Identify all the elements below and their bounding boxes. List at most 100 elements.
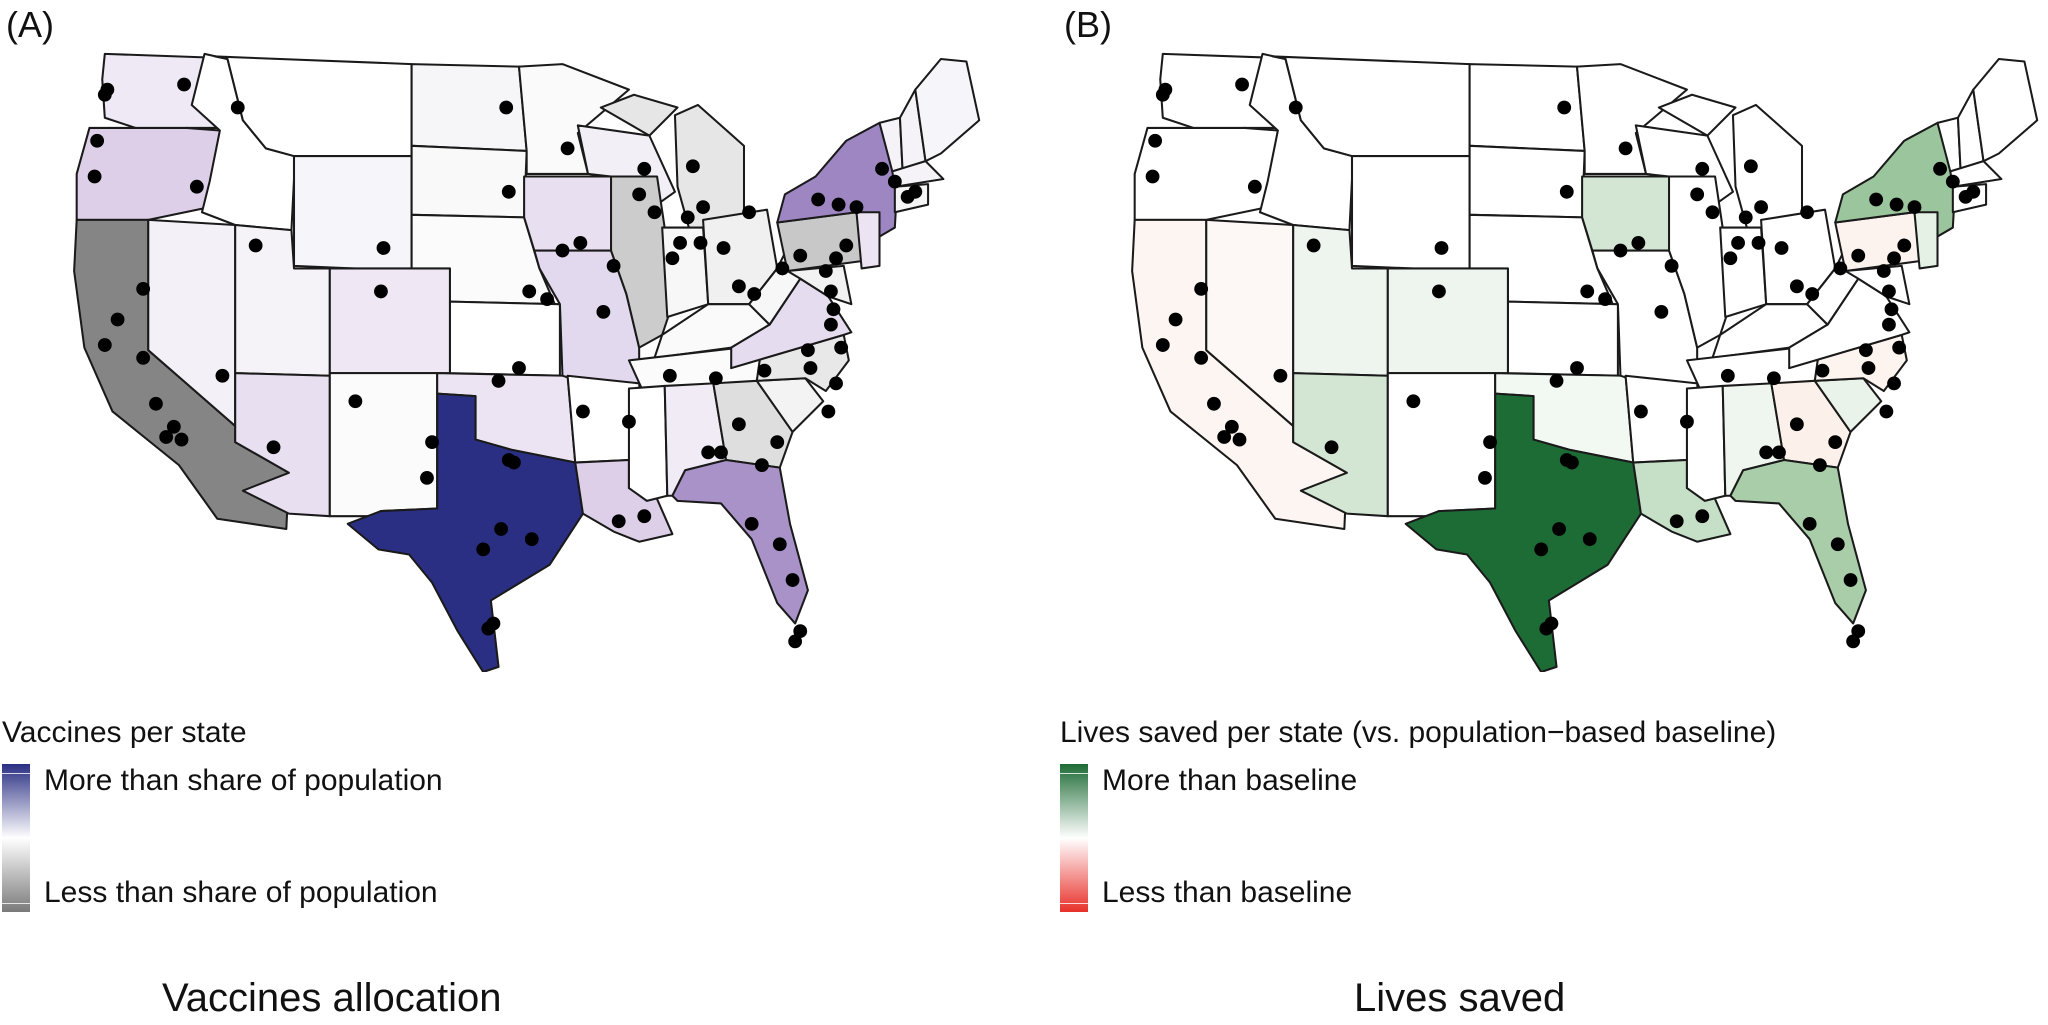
city-marker	[136, 281, 151, 296]
panel-label: (A)	[6, 4, 54, 45]
city-marker	[266, 440, 281, 455]
city-marker	[1774, 241, 1789, 255]
legend-label-low: Less than share of population	[44, 876, 438, 909]
city-marker	[1580, 284, 1595, 299]
city-marker	[1539, 621, 1554, 636]
city-marker	[1613, 243, 1628, 258]
legend-tick	[2, 903, 30, 905]
city-marker	[1664, 258, 1679, 273]
city-marker	[611, 514, 626, 529]
city-marker	[1618, 141, 1633, 156]
city-marker	[576, 404, 590, 419]
city-marker	[1800, 205, 1815, 220]
city-marker	[159, 430, 174, 444]
city-marker	[1884, 302, 1899, 317]
state-nj	[1913, 211, 1939, 270]
city-marker	[374, 284, 388, 299]
city-marker	[747, 287, 762, 301]
city-marker	[1235, 77, 1249, 92]
state-az	[234, 372, 331, 518]
city-marker	[829, 376, 843, 391]
city-marker	[839, 238, 854, 253]
city-marker	[1247, 179, 1262, 194]
legend-label-high: More than share of population	[44, 764, 443, 797]
city-marker	[1680, 414, 1694, 429]
city-marker	[1851, 248, 1866, 263]
city-marker	[1766, 371, 1781, 386]
city-marker	[1155, 87, 1170, 102]
city-marker	[803, 361, 818, 375]
city-marker	[1155, 338, 1170, 352]
city-marker	[1876, 264, 1891, 278]
city-marker	[1723, 251, 1738, 266]
color-legend: Lives saved per state (vs. population−ba…	[1058, 716, 1958, 916]
city-marker	[622, 414, 636, 429]
city-marker	[1406, 394, 1421, 409]
city-marker	[775, 261, 790, 276]
city-marker	[811, 192, 826, 207]
choropleth-map-lives-saved	[1104, 36, 2048, 672]
city-marker	[1598, 292, 1613, 306]
city-marker	[1731, 235, 1745, 250]
city-marker	[1273, 368, 1288, 383]
city-marker	[662, 368, 677, 383]
city-marker	[1966, 184, 1981, 199]
city-marker	[1570, 361, 1584, 375]
city-marker	[1897, 238, 1912, 253]
panel-caption: Lives saved	[1354, 976, 1566, 1020]
city-marker	[348, 394, 363, 409]
city-marker	[491, 373, 506, 388]
city-marker	[573, 235, 588, 250]
state-nm	[1386, 372, 1497, 518]
city-marker	[524, 532, 539, 547]
city-marker	[708, 371, 723, 386]
legend-label-high: More than baseline	[1102, 764, 1358, 797]
city-marker	[770, 435, 785, 450]
city-marker	[1559, 184, 1574, 199]
city-marker	[1669, 514, 1684, 529]
city-marker	[215, 368, 230, 383]
state-me	[914, 57, 981, 163]
city-marker	[425, 435, 439, 450]
city-marker	[420, 470, 434, 485]
city-marker	[1851, 624, 1866, 639]
city-marker	[596, 304, 611, 319]
city-marker	[1887, 251, 1901, 266]
city-marker	[87, 169, 102, 184]
city-marker	[637, 509, 652, 524]
city-marker	[499, 100, 514, 115]
state-nm	[328, 372, 439, 518]
city-marker	[1869, 192, 1884, 207]
city-marker	[1738, 210, 1753, 225]
city-marker	[731, 279, 746, 294]
city-marker	[606, 258, 621, 273]
city-marker	[696, 200, 710, 215]
city-marker	[685, 159, 700, 174]
state-co	[328, 267, 451, 375]
city-marker	[560, 141, 575, 156]
city-marker	[716, 241, 731, 255]
city-marker	[1789, 417, 1804, 432]
city-marker	[632, 187, 647, 202]
city-marker	[1148, 133, 1163, 148]
city-marker	[793, 624, 808, 639]
city-marker	[1564, 455, 1579, 470]
city-marker	[1695, 509, 1710, 524]
city-marker	[1882, 317, 1896, 332]
city-marker	[1324, 440, 1339, 455]
legend-color-bar	[2, 764, 30, 912]
city-marker	[1887, 376, 1901, 391]
city-marker	[1933, 161, 1947, 176]
city-marker	[1207, 396, 1221, 411]
state-wy	[292, 155, 413, 273]
city-marker	[481, 621, 496, 636]
city-marker	[744, 516, 759, 531]
state-or	[75, 126, 221, 221]
state-or	[1133, 126, 1279, 221]
city-marker	[1306, 238, 1321, 253]
city-marker	[1534, 542, 1549, 557]
city-marker	[1168, 312, 1183, 327]
city-marker	[136, 350, 151, 365]
city-marker	[1654, 304, 1669, 319]
city-marker	[785, 573, 800, 587]
